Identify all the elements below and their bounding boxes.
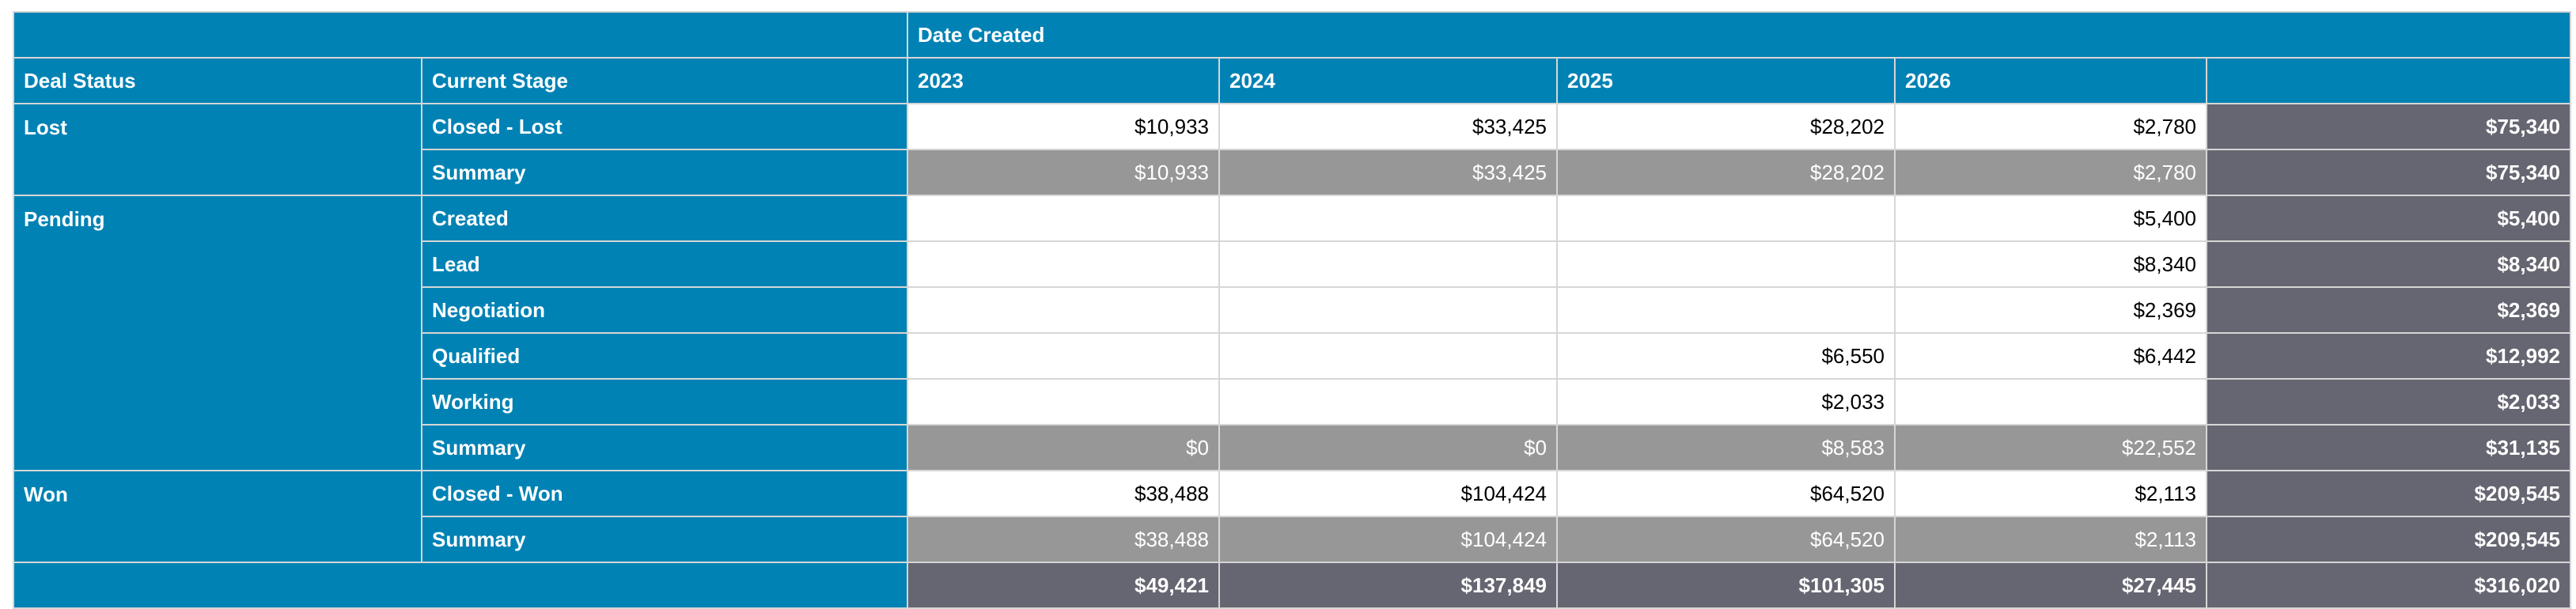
stage-label: Closed - Lost xyxy=(421,103,908,150)
year-header-2026: 2026 xyxy=(1894,57,2207,104)
grand-total-label xyxy=(13,562,908,609)
deal-status-header: Deal Status xyxy=(13,57,422,104)
stage-label: Closed - Won xyxy=(421,470,908,517)
summary-cell: $64,520 xyxy=(1556,516,1896,563)
value-cell: $2,033 xyxy=(1556,378,1896,426)
value-cell xyxy=(1556,240,1896,288)
summary-cell: $33,425 xyxy=(1218,149,1558,196)
row-total-cell: $5,400 xyxy=(2206,195,2571,242)
row-total-cell: $209,545 xyxy=(2206,470,2571,517)
value-cell: $6,442 xyxy=(1894,332,2207,380)
deal-status-won: Won xyxy=(13,470,422,563)
summary-row: Summary $10,933 $33,425 $28,202 $2,780 $… xyxy=(13,149,2571,196)
summary-cell: $8,583 xyxy=(1556,424,1896,471)
stage-label: Lead xyxy=(421,240,908,288)
table-row: Qualified $6,550 $6,442 $12,992 xyxy=(13,332,2571,380)
value-cell xyxy=(1556,195,1896,242)
row-total-cell: $2,369 xyxy=(2206,286,2571,334)
grand-total-cell: $137,849 xyxy=(1218,562,1558,609)
value-cell xyxy=(1218,286,1558,334)
value-cell: $2,780 xyxy=(1894,103,2207,150)
pivot-table: Date Created Deal Status Current Stage 2… xyxy=(13,11,2571,609)
value-cell xyxy=(1894,378,2207,426)
summary-total-cell: $209,545 xyxy=(2206,516,2571,563)
stage-label: Working xyxy=(421,378,908,426)
row-total-cell: $75,340 xyxy=(2206,103,2571,150)
summary-cell: $0 xyxy=(907,424,1220,471)
value-cell xyxy=(1556,286,1896,334)
header-corner xyxy=(13,11,908,59)
value-cell xyxy=(1218,378,1558,426)
value-cell: $28,202 xyxy=(1556,103,1896,150)
row-total-cell: $12,992 xyxy=(2206,332,2571,380)
summary-label: Summary xyxy=(421,149,908,196)
table-row: Lead $8,340 $8,340 xyxy=(13,240,2571,288)
total-column-header xyxy=(2206,57,2571,104)
year-header-2023: 2023 xyxy=(907,57,1220,104)
value-cell: $38,488 xyxy=(907,470,1220,517)
summary-cell: $0 xyxy=(1218,424,1558,471)
summary-total-cell: $75,340 xyxy=(2206,149,2571,196)
value-cell: $33,425 xyxy=(1218,103,1558,150)
stage-label: Qualified xyxy=(421,332,908,380)
grand-total-cell: $27,445 xyxy=(1894,562,2207,609)
year-header-2024: 2024 xyxy=(1218,57,1558,104)
row-total-cell: $2,033 xyxy=(2206,378,2571,426)
table-row: Won Closed - Won $38,488 $104,424 $64,52… xyxy=(13,470,2571,563)
summary-label: Summary xyxy=(421,516,908,563)
table-row: Working $2,033 $2,033 xyxy=(13,378,2571,426)
value-cell xyxy=(907,286,1220,334)
summary-cell: $2,780 xyxy=(1894,149,2207,196)
value-cell xyxy=(907,332,1220,380)
value-cell xyxy=(1218,240,1558,288)
header-row-top: Date Created xyxy=(13,11,2571,59)
grand-total-overall: $316,020 xyxy=(2206,562,2571,609)
stage-label: Negotiation xyxy=(421,286,908,334)
date-created-header: Date Created xyxy=(907,11,2571,59)
grand-total-row: $49,421 $137,849 $101,305 $27,445 $316,0… xyxy=(13,562,2571,609)
summary-cell: $28,202 xyxy=(1556,149,1896,196)
value-cell: $2,113 xyxy=(1894,470,2207,517)
header-row-columns: Deal Status Current Stage 2023 2024 2025… xyxy=(13,57,2571,104)
summary-row: Summary $0 $0 $8,583 $22,552 $31,135 xyxy=(13,424,2571,471)
value-cell: $10,933 xyxy=(907,103,1220,150)
summary-cell: $2,113 xyxy=(1894,516,2207,563)
value-cell xyxy=(907,240,1220,288)
deal-status-pending: Pending xyxy=(13,195,422,471)
summary-cell: $104,424 xyxy=(1218,516,1558,563)
value-cell: $5,400 xyxy=(1894,195,2207,242)
value-cell: $8,340 xyxy=(1894,240,2207,288)
table-row: Pending Created $5,400 $5,400 xyxy=(13,195,2571,471)
current-stage-header: Current Stage xyxy=(421,57,908,104)
summary-row: Summary $38,488 $104,424 $64,520 $2,113 … xyxy=(13,516,2571,563)
grand-total-cell: $101,305 xyxy=(1556,562,1896,609)
value-cell: $6,550 xyxy=(1556,332,1896,380)
row-total-cell: $8,340 xyxy=(2206,240,2571,288)
value-cell xyxy=(1218,332,1558,380)
value-cell: $2,369 xyxy=(1894,286,2207,334)
year-header-2025: 2025 xyxy=(1556,57,1896,104)
value-cell: $64,520 xyxy=(1556,470,1896,517)
stage-label: Created xyxy=(421,195,908,242)
summary-cell: $38,488 xyxy=(907,516,1220,563)
table-row: Lost Closed - Lost $10,933 $33,425 $28,2… xyxy=(13,103,2571,196)
table-row: Negotiation $2,369 $2,369 xyxy=(13,286,2571,334)
value-cell xyxy=(1218,195,1558,242)
value-cell xyxy=(907,378,1220,426)
summary-total-cell: $31,135 xyxy=(2206,424,2571,471)
summary-label: Summary xyxy=(421,424,908,471)
value-cell xyxy=(907,195,1220,242)
summary-cell: $10,933 xyxy=(907,149,1220,196)
deal-status-lost: Lost xyxy=(13,103,422,196)
summary-cell: $22,552 xyxy=(1894,424,2207,471)
grand-total-cell: $49,421 xyxy=(907,562,1220,609)
value-cell: $104,424 xyxy=(1218,470,1558,517)
